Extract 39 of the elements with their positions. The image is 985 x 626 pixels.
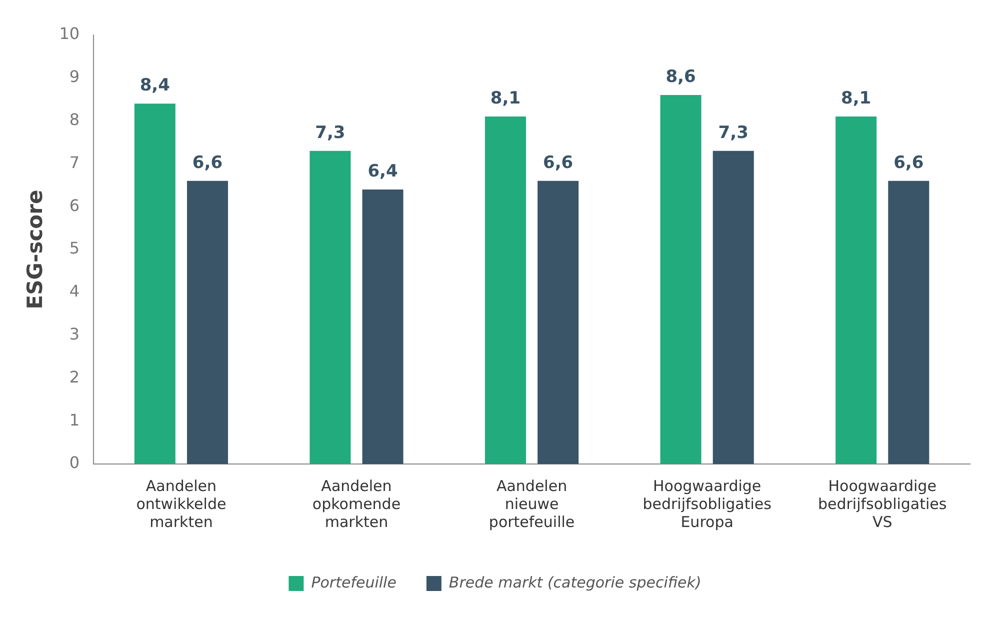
y-tick-label: 2	[69, 367, 80, 386]
bar	[310, 150, 351, 464]
x-tick-label: Aandelen ontwikkelde markten	[136, 476, 226, 531]
y-tick-label: 9	[69, 67, 80, 86]
bar	[712, 150, 754, 464]
bar	[186, 180, 228, 464]
data-label: 6,6	[192, 152, 223, 173]
x-tick-label: Hoogwaardige bedrijfsobligaties Europa	[642, 476, 772, 531]
legend-label: Brede markt (categorie specifiek)	[448, 573, 702, 592]
x-tick-label: Aandelen nieuwe portefeuille	[488, 476, 575, 531]
y-tick-label: 8	[69, 110, 80, 129]
y-tick-label: 5	[69, 238, 80, 258]
x-tick-label: Hoogwaardige bedrijfsobligaties VS	[818, 476, 947, 531]
data-label: 7,3	[315, 122, 346, 143]
y-tick-label: 10	[59, 24, 80, 44]
bar	[134, 104, 176, 464]
data-label: 8,1	[841, 88, 872, 108]
data-label: 6,6	[543, 152, 574, 173]
data-label: 8,4	[140, 76, 170, 96]
bar	[836, 116, 877, 464]
data-label: 7,3	[718, 122, 748, 143]
bar	[538, 180, 579, 464]
data-label: 6,4	[368, 161, 398, 182]
y-tick-label: 0	[69, 453, 80, 472]
y-tick-label: 7	[69, 152, 80, 172]
y-tick-label: 3	[69, 324, 80, 344]
bar	[484, 116, 526, 464]
y-tick-label: 6	[69, 196, 80, 215]
legend-label: Portefeuille	[311, 573, 396, 592]
bar	[362, 189, 404, 464]
data-label: 6,6	[894, 152, 924, 173]
y-tick-label: 4	[69, 282, 80, 301]
data-label: 8,6	[666, 66, 696, 87]
bar	[888, 180, 930, 464]
y-tick-label: 1	[69, 410, 80, 430]
y-axis-title: ESG-score	[23, 190, 48, 310]
data-label: 8,1	[490, 88, 521, 108]
bar	[660, 95, 702, 464]
x-tick-label: Aandelen opkomende markten	[312, 476, 401, 531]
